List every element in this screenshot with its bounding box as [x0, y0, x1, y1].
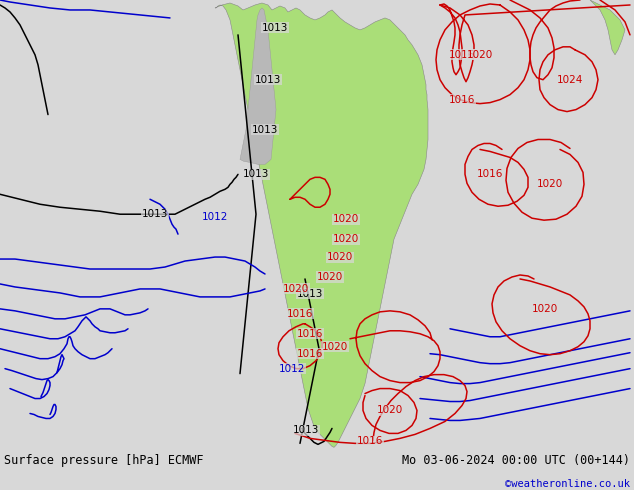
Text: 1012: 1012 [202, 212, 228, 222]
Text: 1016: 1016 [297, 329, 323, 339]
Text: 1013: 1013 [142, 209, 168, 219]
Polygon shape [590, 0, 625, 55]
Text: 1016: 1016 [357, 437, 383, 446]
Polygon shape [215, 3, 428, 447]
Text: 1012: 1012 [279, 364, 305, 374]
Text: 1020: 1020 [317, 272, 343, 282]
Polygon shape [240, 8, 276, 165]
Text: 1013: 1013 [293, 425, 319, 436]
Text: 1013: 1013 [255, 74, 281, 85]
Text: 1016: 1016 [449, 50, 476, 60]
Text: 1020: 1020 [333, 214, 359, 224]
Text: 1020: 1020 [283, 284, 309, 294]
Text: 1013: 1013 [262, 23, 288, 33]
Text: Mo 03-06-2024 00:00 UTC (00+144): Mo 03-06-2024 00:00 UTC (00+144) [402, 454, 630, 467]
Text: 1020: 1020 [333, 234, 359, 244]
Text: 1013: 1013 [297, 289, 323, 299]
Text: 1013: 1013 [243, 170, 269, 179]
Text: 1016: 1016 [477, 170, 503, 179]
Text: Surface pressure [hPa] ECMWF: Surface pressure [hPa] ECMWF [4, 454, 204, 467]
Text: 1016: 1016 [297, 349, 323, 359]
Text: 1020: 1020 [322, 342, 348, 352]
Text: 1020: 1020 [467, 50, 493, 60]
Text: 1020: 1020 [532, 304, 558, 314]
Text: 1020: 1020 [377, 406, 403, 416]
Text: 1016: 1016 [287, 309, 313, 319]
Text: ©weatheronline.co.uk: ©weatheronline.co.uk [505, 479, 630, 489]
Text: 1020: 1020 [537, 179, 563, 189]
Text: 1020: 1020 [327, 252, 353, 262]
Text: 1016: 1016 [449, 95, 476, 105]
Text: 1024: 1024 [557, 74, 583, 85]
Text: 1013: 1013 [252, 124, 278, 135]
